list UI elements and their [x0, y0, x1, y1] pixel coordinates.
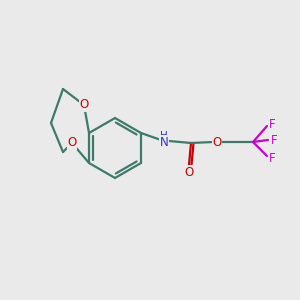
Text: N: N	[160, 136, 168, 148]
Text: O: O	[80, 98, 88, 112]
Text: H: H	[160, 131, 168, 141]
Text: O: O	[184, 166, 194, 178]
Text: F: F	[269, 118, 275, 130]
Text: O: O	[68, 136, 76, 149]
Text: O: O	[212, 136, 222, 148]
Text: F: F	[269, 152, 275, 164]
Text: F: F	[271, 134, 277, 146]
